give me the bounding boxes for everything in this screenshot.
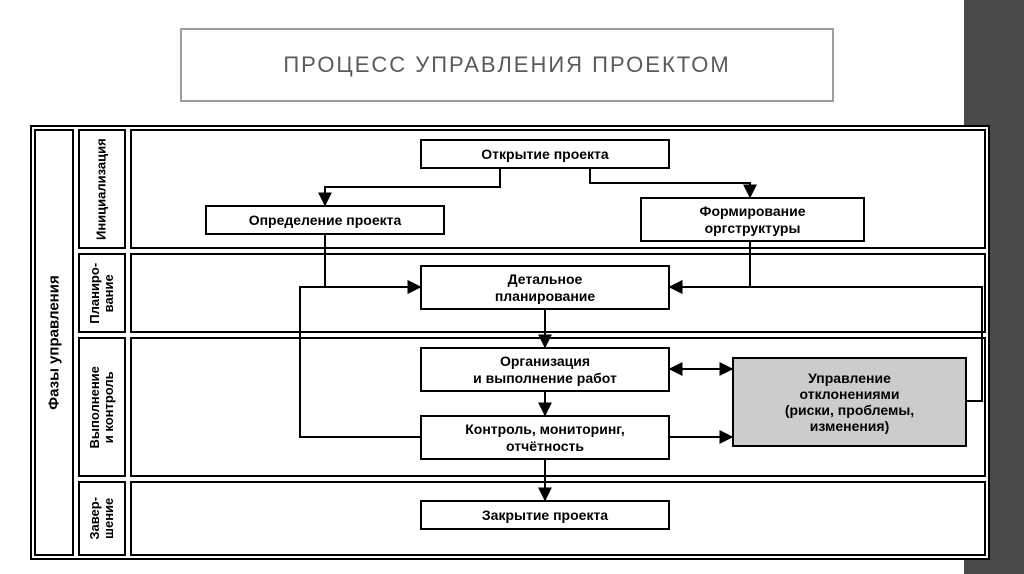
phase-label-p3: Выполнениеи контроль — [78, 337, 126, 477]
phase-label-p1: Инициализация — [78, 129, 126, 249]
phase-label-text: Планиро-вание — [88, 263, 117, 324]
title-panel: ПРОЦЕСС УПРАВЛЕНИЯ ПРОЕКТОМ — [180, 28, 834, 102]
node-n_dev: Управлениеотклонениями(риски, проблемы,и… — [732, 357, 967, 447]
phase-label-text: Завер-шение — [88, 497, 117, 540]
node-n_close: Закрытие проекта — [420, 500, 670, 530]
node-n_plan: Детальноепланирование — [420, 265, 670, 310]
phase-label-p4: Завер-шение — [78, 481, 126, 556]
phase-label-text: Инициализация — [95, 138, 109, 240]
flowchart: Фазы управления Инициализация Планиро-ван… — [30, 125, 990, 560]
node-n_ctrl: Контроль, мониторинг,отчётность — [420, 415, 670, 460]
phase-label-text: Выполнениеи контроль — [88, 366, 117, 448]
phases-main-label: Фазы управления — [34, 129, 74, 556]
node-n_def: Определение проекта — [205, 205, 445, 235]
page-title: ПРОЦЕСС УПРАВЛЕНИЯ ПРОЕКТОМ — [283, 52, 730, 78]
node-n_org: Формированиеоргструктуры — [640, 197, 865, 242]
node-n_exec: Организацияи выполнение работ — [420, 347, 670, 392]
node-n_open: Открытие проекта — [420, 139, 670, 169]
phase-label-p2: Планиро-вание — [78, 253, 126, 333]
phases-main-label-text: Фазы управления — [46, 275, 63, 409]
